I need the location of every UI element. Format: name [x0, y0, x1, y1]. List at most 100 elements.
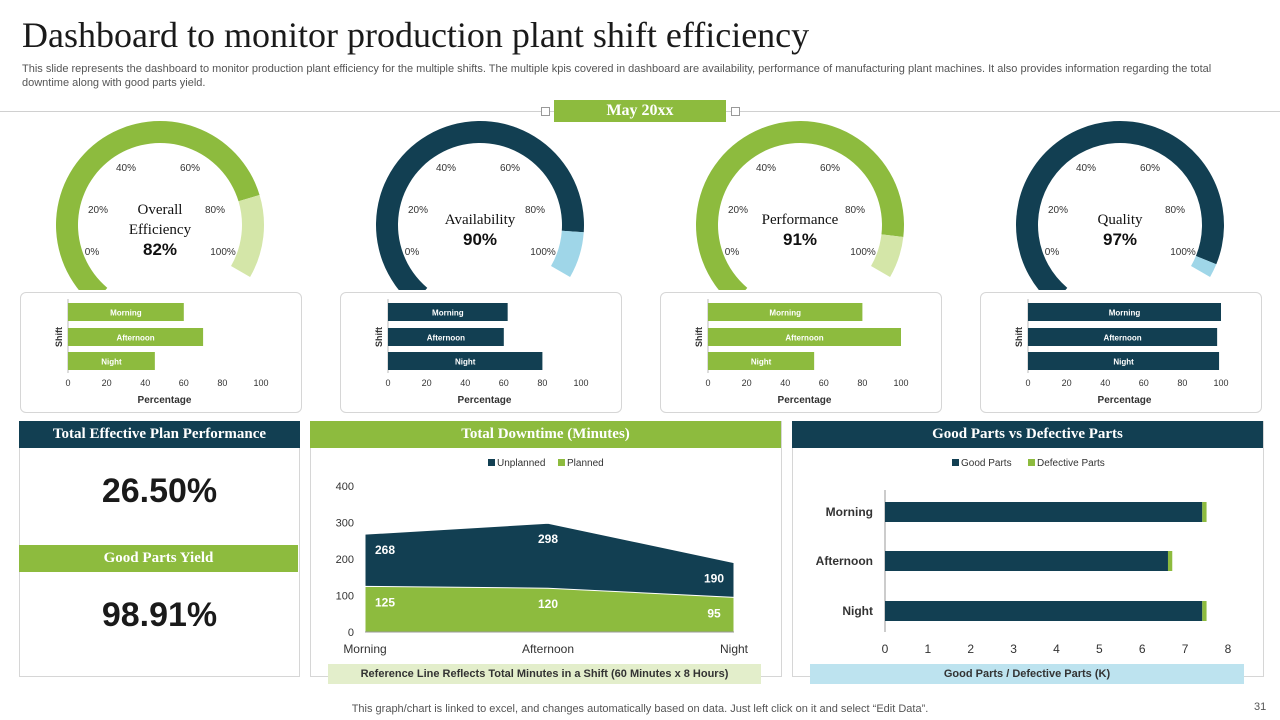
shift-bar-label: Morning [1109, 309, 1141, 318]
shift-tick-label: 20 [102, 378, 112, 388]
gauge-tick-label: 60% [180, 163, 200, 174]
downtime-area-chart[interactable]: Unplanned Planned 0 100 200 300 400 268 298 190 12… [310, 448, 780, 668]
shift-y-axis-title: Shift [54, 327, 64, 347]
downtime-data-label: 190 [704, 572, 724, 586]
shift-bar-label: Afternoon [785, 334, 823, 343]
downtime-data-label: 298 [538, 532, 558, 546]
gauge-remaining-arc [231, 194, 264, 277]
shift-tick-label: 60 [499, 378, 509, 388]
gauge-tick-label: 20% [728, 205, 748, 216]
shift-tick-label: 0 [1025, 378, 1030, 388]
shift-bar-label: Morning [769, 309, 801, 318]
parts-x-tick: 5 [1096, 642, 1103, 656]
gauge-value: 91% [782, 230, 818, 249]
legend-swatch [558, 459, 565, 466]
downtime-reference-note: Reference Line Reflects Total Minutes in… [328, 664, 761, 684]
parts-category-label: Night [842, 604, 873, 618]
gauge-svg: 0% 20% 40% 60% 80% 100% [376, 121, 584, 290]
gauge-tick-label: 0% [85, 247, 100, 258]
gauge-tick-label: 20% [88, 205, 108, 216]
shift-bar-chart: Morning Afternoon Night 0 20 40 60 80 100 Percent… [54, 299, 269, 406]
footer-note: This graph/chart is linked to excel, and… [351, 703, 929, 715]
gauge-tick-label: 60% [820, 163, 840, 174]
shift-bar-label: Night [751, 358, 772, 367]
shift-chart-performance[interactable]: Morning Afternoon Night 0 20 40 60 80 100 Percent… [660, 292, 942, 413]
gauge-quality: 0% 20% 40% 60% 80% 100% Quality 97% [1000, 120, 1240, 290]
shift-bar [708, 328, 901, 346]
shift-bar [1028, 352, 1220, 370]
downtime-data-label: 120 [538, 597, 558, 611]
shift-tick-label: 60 [179, 378, 189, 388]
parts-header: Good Parts vs Defective Parts [792, 421, 1263, 448]
good-parts-yield-header: Good Parts Yield [19, 545, 298, 572]
gauge-tick-label: 20% [1048, 205, 1068, 216]
gauge-label-line: Performance [761, 212, 839, 228]
gauge-value: 90% [462, 230, 498, 249]
shift-tick-label: 100 [573, 378, 588, 388]
downtime-x-label: Morning [343, 642, 386, 656]
parts-x-tick: 1 [925, 642, 932, 656]
good-parts-yield-value: 98.91% [101, 596, 218, 634]
downtime-x-label: Afternoon [522, 642, 574, 656]
shift-y-axis-title: Shift [694, 327, 704, 347]
downtime-data-label: 95 [707, 606, 721, 620]
page-subtitle: This slide represents the dashboard to m… [22, 63, 1212, 89]
gauge-tick-label: 40% [116, 163, 136, 174]
shift-x-axis-title: Percentage [138, 395, 192, 406]
shift-chart-availability[interactable]: Morning Afternoon Night 0 20 40 60 80 100 Percent… [340, 292, 622, 413]
shift-bar [388, 352, 543, 370]
shift-y-axis-title: Shift [374, 327, 384, 347]
gauge-filled-arc [696, 121, 904, 290]
gauge-tick-label: 0% [1045, 247, 1060, 258]
gauge-remaining-arc [871, 234, 904, 277]
shift-tick-label: 80 [1177, 378, 1187, 388]
plan-performance-header: Total Effective Plan Performance [19, 421, 300, 448]
gauge-tick-label: 40% [436, 163, 456, 174]
legend-swatch [952, 459, 959, 466]
parts-axis-label: Good Parts / Defective Parts (K) [810, 664, 1244, 684]
shift-chart-quality[interactable]: Morning Afternoon Night 0 20 40 60 80 100 Percent… [980, 292, 1262, 413]
month-badge: May 20xx [554, 100, 726, 122]
shift-bar-label: Afternoon [427, 334, 465, 343]
page-number: 31 [1254, 701, 1267, 713]
gauge-tick-label: 0% [405, 247, 420, 258]
shift-bar-label: Night [455, 358, 476, 367]
shift-tick-label: 100 [893, 378, 908, 388]
shift-tick-label: 80 [857, 378, 867, 388]
parts-bar-segment [885, 551, 1168, 571]
parts-bar-chart[interactable]: Good Parts Defective Parts Morning Afternoo… [792, 448, 1262, 660]
page-title: Dashboard to monitor production plant sh… [22, 15, 810, 55]
shift-x-axis-title: Percentage [1098, 395, 1152, 406]
legend-swatch [488, 459, 495, 466]
shift-bar [1028, 303, 1221, 321]
shift-bar [68, 328, 204, 346]
parts-x-tick: 7 [1182, 642, 1189, 656]
gauge-label-line: Overall [137, 202, 183, 218]
parts-bar-segment [885, 601, 1203, 621]
shift-tick-label: 40 [1100, 378, 1110, 388]
shift-tick-label: 0 [385, 378, 390, 388]
shift-bar-label: Night [1113, 358, 1134, 367]
divider-handle-right [731, 107, 740, 116]
gauge-tick-label: 80% [525, 205, 545, 216]
shift-tick-label: 60 [819, 378, 829, 388]
gauge-tick-label: 100% [210, 247, 236, 258]
shift-bar-label: Afternoon [116, 334, 154, 343]
parts-bar-segment [1167, 551, 1173, 571]
gauge-value: 97% [1102, 230, 1138, 249]
gauge-tick-label: 80% [205, 205, 225, 216]
gauge-tick-label: 60% [500, 163, 520, 174]
shift-tick-label: 0 [705, 378, 710, 388]
gauge-tick-label: 0% [725, 247, 740, 258]
gauge-tick-label: 100% [850, 247, 876, 258]
gauge-remaining-arc [551, 230, 584, 277]
shift-bar [708, 303, 863, 321]
shift-chart-overall-efficiency[interactable]: Morning Afternoon Night 0 20 40 60 80 100 Percent… [20, 292, 302, 413]
legend-label: Defective Parts [1037, 458, 1105, 469]
shift-tick-label: 80 [217, 378, 227, 388]
parts-category-label: Morning [826, 505, 873, 519]
parts-x-tick: 4 [1053, 642, 1060, 656]
shift-bar-label: Morning [432, 309, 464, 318]
shift-x-axis-title: Percentage [778, 395, 832, 406]
gauge-filled-arc [376, 121, 584, 290]
